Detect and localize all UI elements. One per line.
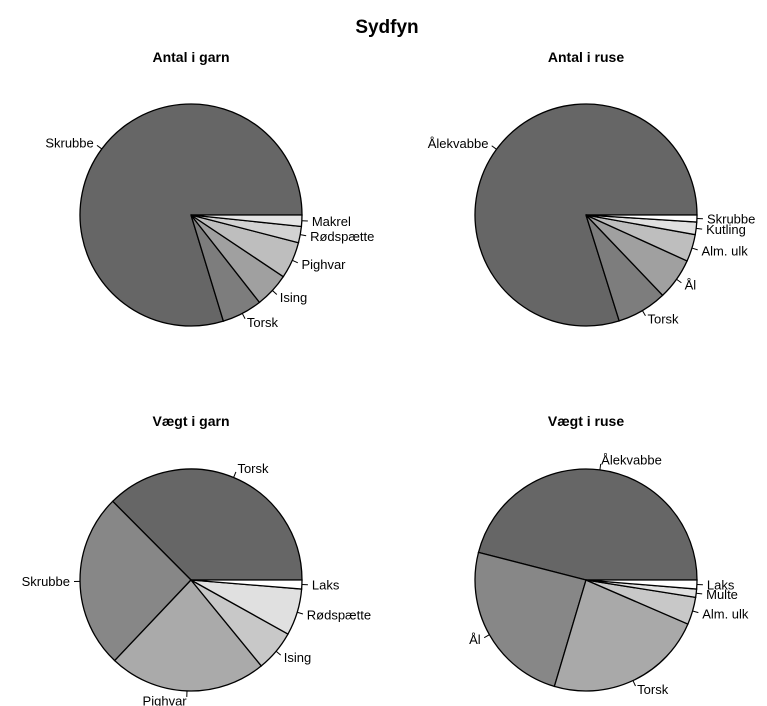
pie-label-tick	[599, 463, 602, 470]
pie-slice-label: Laks	[707, 577, 735, 592]
pie-title: Vægt i garn	[152, 413, 229, 429]
pie-slice	[190, 579, 303, 590]
pie-title: Vægt i ruse	[548, 413, 624, 429]
pie-label-tick	[275, 650, 282, 656]
pie-label-tick	[632, 680, 636, 687]
pie-slice-label: Pighvar	[143, 693, 188, 706]
pie-slice-label: Torsk	[247, 315, 279, 330]
pie-label-tick	[692, 610, 699, 614]
pie-label-tick	[272, 290, 278, 295]
pie-slice-label: Makrel	[312, 214, 351, 229]
pie-slice-label: Pighvar	[301, 257, 346, 272]
pie-label-tick	[676, 278, 682, 284]
pie-slice-label: Ålekvabbe	[601, 452, 662, 467]
pie-label-tick	[641, 310, 646, 317]
pie-slice-label: Rødspætte	[310, 229, 374, 244]
pie-label-tick	[96, 144, 103, 150]
pie-slice-label: Torsk	[637, 682, 669, 697]
pie-label-tick	[300, 234, 307, 237]
pie-slice-label: Laks	[312, 577, 340, 592]
pie-slice-label: Ål	[685, 278, 697, 293]
pie-slice	[111, 468, 303, 581]
pie-slice-label: Skrubbe	[45, 135, 93, 150]
pie-slice-label: Alm. ulk	[702, 244, 749, 259]
pie-label-tick	[696, 227, 703, 230]
pie-slice-label: Alm. ulk	[702, 606, 749, 621]
pie-slice-label: Torsk	[237, 461, 269, 476]
pie-label-tick	[696, 592, 703, 595]
pie-slice-label: Multe	[706, 587, 738, 602]
pie-slice	[477, 468, 698, 581]
pie-slice-label: Torsk	[648, 312, 680, 327]
pie-label-tick	[292, 259, 299, 264]
pie-chart-2: Antal i ruse Ålekvabbe Torsk Ål Alm. ulk Kutl…	[428, 49, 756, 327]
pie-title: Antal i ruse	[548, 49, 624, 65]
pie-chart-3: Vægt i garn Torsk Skrubbe Pighvar Ising Rødsp…	[22, 413, 371, 706]
pie-label-tick	[233, 471, 237, 478]
pie-slice-label: Skrubbe	[22, 574, 70, 589]
pie-slice-label: Ising	[284, 650, 311, 665]
pie-chart-4: Vægt i ruse Ålekvabbe Ål Torsk Alm. ulk Multe…	[469, 413, 749, 697]
pie-slice	[585, 579, 698, 590]
pie-slice	[113, 579, 263, 692]
pie-slice	[553, 579, 689, 692]
pie-slice-label: Skrubbe	[707, 211, 755, 226]
pie-slice-label: Kutling	[706, 222, 746, 237]
figure-title: Sydfyn	[355, 17, 418, 38]
pie-title: Antal i garn	[152, 49, 229, 65]
pie-label-tick	[491, 145, 497, 150]
pie-slice-label: Ising	[280, 290, 307, 305]
pie-slice-label: Ålekvabbe	[428, 136, 489, 151]
pie-slice	[79, 500, 192, 662]
pie-slice-label: Ål	[469, 632, 481, 647]
pie-slice-label: Rødspætte	[307, 608, 371, 623]
pie-label-tick	[691, 247, 698, 251]
pie-label-tick	[297, 611, 304, 615]
pie-label-tick	[483, 634, 490, 639]
pie-label-tick	[241, 313, 246, 319]
